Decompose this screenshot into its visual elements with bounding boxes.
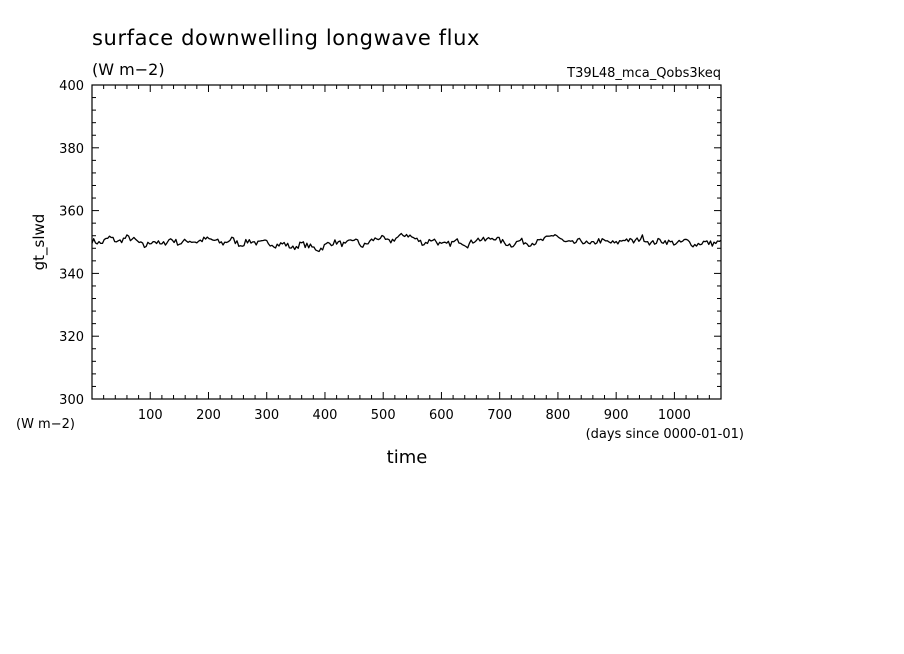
x-tick-label: 600: [429, 408, 454, 423]
y-tick-label: 380: [59, 142, 84, 157]
x-tick-label: 200: [196, 408, 221, 423]
plot-frame: [91, 84, 722, 400]
x-tick-label: 300: [254, 408, 279, 423]
x-tick-label: 900: [604, 408, 629, 423]
y-tick-label: 360: [59, 205, 84, 220]
axis-ticks: [92, 84, 721, 400]
x-tick-label: 800: [546, 408, 571, 423]
y-axis-label: gt_slwd: [30, 214, 49, 271]
y-tick-label: 400: [59, 79, 84, 94]
run-label: T39L48_mca_Qobs3keq: [566, 66, 721, 81]
chart-units: (W m−2): [92, 60, 165, 79]
x-tick-label: 400: [313, 408, 338, 423]
x-tick-label: 1000: [658, 408, 691, 423]
y-units-corner: (W m−2): [16, 417, 75, 432]
x-tick-label: 500: [371, 408, 396, 423]
y-tick-labels: 300 320 340 360 380 400: [59, 79, 84, 408]
x-units-note: (days since 0000-01-01): [586, 427, 744, 442]
x-tick-label: 700: [487, 408, 512, 423]
chart-title: surface downwelling longwave flux: [92, 26, 480, 50]
y-tick-label: 340: [59, 267, 84, 282]
y-tick-label: 320: [59, 330, 84, 345]
y-tick-label: 300: [59, 393, 84, 408]
series-line: [91, 232, 722, 253]
x-tick-labels: 100 200 300 400 500 600 700 800 900 1000: [138, 408, 691, 423]
x-axis-label: time: [387, 447, 428, 468]
x-tick-label: 100: [138, 408, 163, 423]
